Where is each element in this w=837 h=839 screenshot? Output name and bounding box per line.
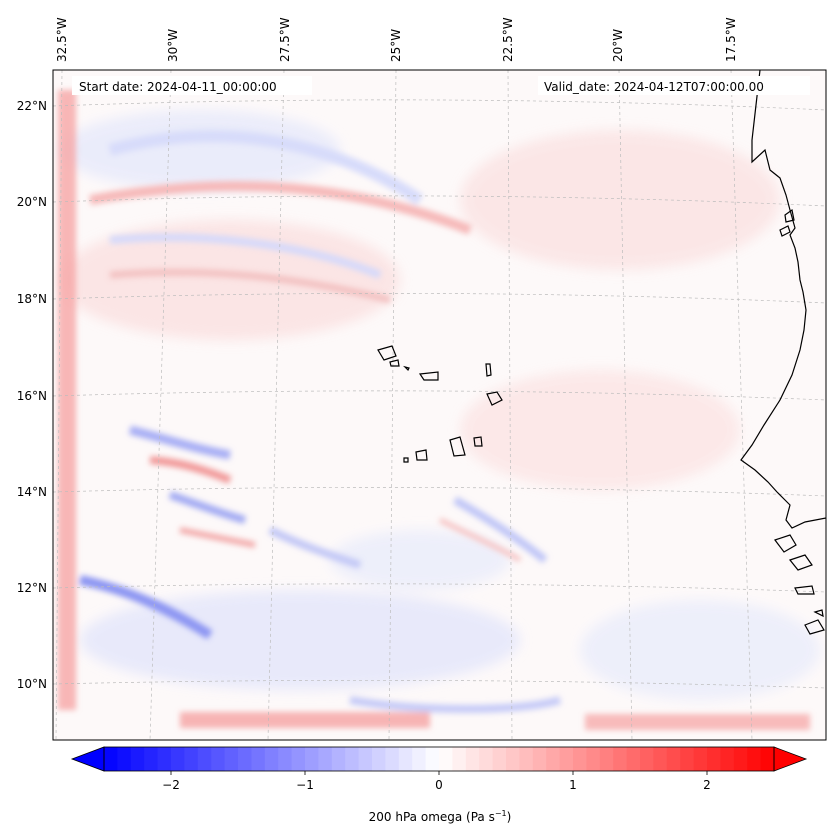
- island: [418, 371, 439, 381]
- colorbar-label: 200 hPa omega (Pa s−1): [369, 809, 512, 824]
- colorbar-segment: [599, 747, 614, 771]
- colorbar-segment: [184, 747, 199, 771]
- island: [485, 363, 492, 377]
- map-frame: [52, 69, 827, 741]
- colorbar-segment: [224, 747, 239, 771]
- colorbar-segment: [506, 747, 520, 771]
- lat-label: 22°N: [17, 99, 47, 113]
- island: [415, 449, 428, 461]
- colorbar-segment: [479, 747, 494, 771]
- colorbar-segment: [666, 747, 681, 771]
- colorbar-ticks: −2 −1 0 1 2: [162, 771, 711, 792]
- colorbar-segment: [331, 747, 346, 771]
- colorbar-segment: [693, 747, 708, 771]
- colorbar-segment: [640, 747, 654, 771]
- lat-label: 16°N: [17, 389, 47, 403]
- colorbar-segment: [559, 747, 574, 771]
- lat-label: 20°N: [17, 195, 47, 209]
- colorbar-segment: [305, 747, 319, 771]
- colorbar-tick-label: 2: [703, 778, 711, 792]
- colorbar-segment: [532, 747, 547, 771]
- colorbar-tick-label: 0: [435, 778, 443, 792]
- lat-label: 10°N: [17, 677, 47, 691]
- colorbar-segment: [211, 747, 226, 771]
- colorbar-segment: [318, 747, 333, 771]
- colorbar-segment: [278, 747, 293, 771]
- island: [377, 345, 397, 361]
- longitude-labels: 32.5°W 30°W 27.5°W 25°W 22.5°W 20°W 17.5…: [55, 17, 738, 62]
- island: [473, 436, 483, 447]
- colorbar-segment: [144, 747, 159, 771]
- start-date-text: Start date: 2024-04-11_00:00:00: [79, 80, 277, 94]
- lon-label: 20°W: [611, 29, 625, 62]
- lon-label: 27.5°W: [278, 17, 292, 62]
- colorbar-segment: [586, 747, 601, 771]
- colorbar-segment: [733, 747, 748, 771]
- colorbar-segment: [760, 747, 775, 771]
- colorbar-segment: [546, 747, 561, 771]
- graticule: [53, 70, 826, 740]
- colorbar-segment: [626, 747, 641, 771]
- colorbar-segment: [707, 747, 721, 771]
- lon-label: 30°W: [166, 29, 180, 62]
- colorbar-segments: [104, 747, 775, 771]
- colorbar-segment: [385, 747, 400, 771]
- colorbar-tick-label: 1: [569, 778, 577, 792]
- coastline: [377, 70, 826, 635]
- island: [403, 365, 410, 372]
- island: [389, 359, 400, 367]
- colorbar-segment: [197, 747, 212, 771]
- island: [486, 391, 503, 406]
- lon-label: 32.5°W: [55, 17, 69, 62]
- colorbar-segment: [264, 747, 279, 771]
- lat-label: 12°N: [17, 581, 47, 595]
- colorbar-segment: [171, 747, 185, 771]
- colorbar-segment: [653, 747, 668, 771]
- colorbar-segment: [452, 747, 467, 771]
- colorbar-segment: [573, 747, 587, 771]
- colorbar-segment: [465, 747, 480, 771]
- colorbar-segment: [398, 747, 413, 771]
- colorbar-segment: [251, 747, 266, 771]
- colorbar-segment: [117, 747, 132, 771]
- lat-label: 18°N: [17, 292, 47, 306]
- colorbar-extend-max: [773, 746, 808, 772]
- colorbar-tick-label: −1: [296, 778, 314, 792]
- colorbar-segment: [680, 747, 695, 771]
- lon-label: 25°W: [389, 29, 403, 62]
- valid-date-text: Valid_date: 2024-04-12T07:00:00.00: [544, 80, 764, 94]
- lat-label: 14°N: [17, 485, 47, 499]
- start-date-box: [72, 76, 312, 95]
- colorbar-segment: [439, 747, 453, 771]
- island: [403, 457, 409, 463]
- valid-date-box: [538, 76, 810, 95]
- colorbar-segment: [157, 747, 172, 771]
- colorbar-tick-label: −2: [162, 778, 180, 792]
- colorbar-segment: [747, 747, 762, 771]
- lon-label: 17.5°W: [724, 17, 738, 62]
- omega-field: [53, 70, 826, 740]
- colorbar-segment: [613, 747, 628, 771]
- lon-label: 22.5°W: [501, 17, 515, 62]
- colorbar-segment: [492, 747, 507, 771]
- africa-coast: [740, 70, 826, 529]
- colorbar-segment: [519, 747, 534, 771]
- colorbar-segment: [104, 747, 118, 771]
- colorbar-segment: [358, 747, 373, 771]
- colorbar-segment: [238, 747, 252, 771]
- island: [449, 436, 466, 457]
- colorbar-extend-min: [70, 746, 105, 772]
- colorbar-segment: [425, 747, 440, 771]
- colorbar-segment: [372, 747, 386, 771]
- colorbar-segment: [130, 747, 145, 771]
- colorbar-segment: [720, 747, 735, 771]
- latitude-labels: 22°N 20°N 18°N 16°N 14°N 12°N 10°N: [17, 99, 47, 691]
- colorbar-segment: [412, 747, 427, 771]
- colorbar-segment: [345, 747, 360, 771]
- colorbar: −2 −1 0 1 2 200 hPa omega (Pa s−1): [70, 746, 808, 824]
- colorbar-segment: [291, 747, 306, 771]
